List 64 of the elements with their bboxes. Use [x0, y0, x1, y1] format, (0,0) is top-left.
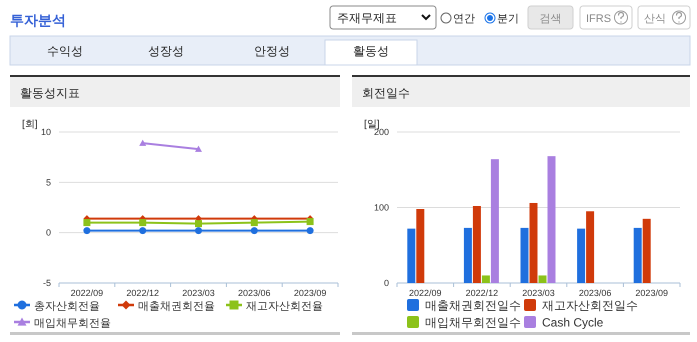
bar [464, 228, 472, 283]
y-tick-label: 100 [374, 202, 389, 212]
y-tick-label: 0 [46, 228, 51, 238]
chart-title: 활동성지표 [20, 86, 80, 100]
bar [407, 228, 416, 283]
bar [548, 156, 556, 283]
bar [482, 275, 490, 283]
y-tick-label: 200 [374, 127, 389, 137]
point [139, 227, 146, 234]
legend-label: 총자산회전율 [34, 300, 100, 312]
point [306, 227, 314, 234]
text: 안정성 [254, 44, 290, 58]
x-tick-label: 2022/12 [466, 288, 498, 298]
x-tick-label: 2022/09 [409, 288, 442, 298]
bar [520, 228, 528, 283]
bar [538, 275, 546, 283]
y-axis-title: [회] [22, 119, 38, 130]
point [83, 227, 90, 234]
x-tick-label: 2023/03 [522, 288, 555, 298]
y-tick-label: 0 [384, 278, 389, 288]
text: 수익성 [47, 44, 83, 58]
bar [586, 211, 594, 283]
text: 분기 [497, 13, 519, 25]
legend-label: 매출채권회전일수 [425, 298, 521, 312]
legend-label: 매입채무회전율 [34, 318, 111, 330]
y-tick-label: 10 [40, 127, 51, 137]
bar [642, 218, 651, 283]
bar [577, 228, 586, 283]
x-tick-label: 2023/06 [578, 288, 612, 298]
point [250, 227, 258, 234]
text: 성장성 [148, 44, 184, 58]
bar [490, 159, 499, 283]
y-tick-label: 5 [46, 177, 51, 188]
x-tick-label: 2022/09 [70, 288, 104, 298]
point [83, 219, 90, 226]
chart-title: 회전일수 [362, 86, 410, 100]
bar [634, 228, 642, 283]
legend-label: 재고자산회전율 [246, 300, 323, 312]
text: 검색 [540, 13, 562, 25]
point [250, 219, 258, 226]
text: 활동성 [353, 44, 389, 58]
legend-label: 재고자산회전일수 [542, 298, 638, 312]
legend-label: 매입채무회전일수 [425, 316, 521, 330]
text: IFRS [586, 13, 612, 25]
bar [530, 202, 538, 283]
bar [472, 206, 481, 283]
text: 연간 [453, 13, 475, 25]
point [195, 220, 202, 228]
x-tick-label: 2023/09 [635, 288, 668, 298]
x-tick-label: 2023/09 [294, 288, 326, 298]
y-tick-label: -5 [42, 278, 51, 288]
x-tick-label: 2023/06 [238, 288, 271, 298]
x-tick-label: 2022/12 [126, 288, 159, 298]
text: 주재무제표 [337, 11, 397, 25]
legend-label: Cash Cycle [542, 316, 604, 330]
point [139, 219, 146, 226]
point [195, 227, 202, 234]
legend-label: 매출채권회전율 [138, 300, 215, 312]
text: 산식 [644, 13, 666, 25]
y-axis-title: [일] [364, 119, 380, 130]
x-tick-label: 2023/03 [182, 288, 215, 298]
point [306, 218, 314, 226]
text: 투자분석 [10, 12, 66, 28]
bar [416, 209, 424, 283]
